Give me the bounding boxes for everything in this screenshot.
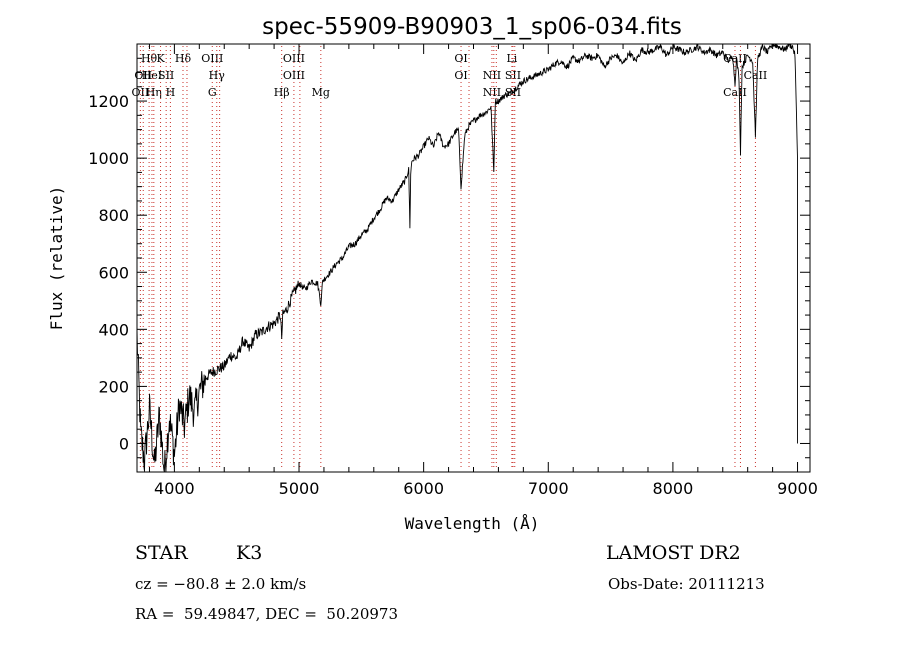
line-label-17-1: OI [454, 69, 467, 82]
redshift-readout: cz = −80.8 ± 2.0 km/s [135, 575, 307, 593]
line-label-14-1: OIII [283, 69, 305, 82]
line-label-10-0: OIII [201, 52, 223, 65]
line-label-22-0: Li [506, 52, 517, 65]
line-label-6-0: SII [158, 69, 174, 82]
x-tick-label: 7000 [528, 479, 569, 498]
coordinates-readout: RA = 59.49847, DEC = 50.20973 [135, 605, 399, 623]
plot-frame [136, 43, 811, 473]
y-tick-label: 1200 [88, 92, 129, 111]
object-class: STAR [135, 542, 188, 564]
y-axis-label: Flux (relative) [47, 186, 66, 331]
y-tick-label: 600 [98, 263, 129, 282]
line-label-14-0: OIII [283, 52, 305, 65]
line-label-23-0: SII [505, 69, 521, 82]
line-label-10-1: G [208, 86, 217, 99]
line-label-17-0: OI [454, 52, 467, 65]
x-axis-label: Wavelength (Å) [405, 514, 540, 533]
line-label-13-0: Hβ [274, 86, 290, 99]
line-label-19-1: NII [483, 86, 501, 99]
y-tick-label: 400 [98, 320, 129, 339]
line-label-7-0: H [166, 86, 176, 99]
line-label-0-0: OII [132, 86, 150, 99]
y-tick-label: 1000 [88, 149, 129, 168]
y-axis: 0 200 400 600 800 1000 1200 [88, 43, 810, 473]
x-axis: 4000 5000 6000 7000 8000 9000 [148, 44, 818, 498]
line-label-3-0: HeI [142, 69, 162, 82]
line-label-11-0: Hγ [209, 69, 226, 82]
line-label-5-0: K [156, 52, 165, 65]
chart-title: spec-55909-B90903_1_sp06-034.fits [262, 14, 682, 40]
survey-name: LAMOST DR2 [606, 542, 741, 564]
object-subclass: K3 [236, 542, 263, 564]
line-label-25-1: CaII [723, 86, 747, 99]
y-tick-label: 0 [119, 434, 129, 453]
x-tick-label: 6000 [403, 479, 444, 498]
line-label-4-0: Hη [146, 86, 162, 99]
spectrum-line [136, 43, 798, 473]
y-tick-label: 200 [98, 377, 129, 396]
line-label-27-0: CaII [744, 69, 768, 82]
x-tick-label: 5000 [279, 479, 320, 498]
y-tick-label: 800 [98, 206, 129, 225]
x-tick-label: 9000 [777, 479, 818, 498]
x-tick-label: 8000 [653, 479, 694, 498]
line-label-8-0: Hδ [175, 52, 192, 65]
line-label-2-0: Hθ [141, 52, 158, 65]
line-label-19-0: NII [483, 69, 501, 82]
x-tick-label: 4000 [154, 479, 195, 498]
line-label-16-0: Mg [312, 86, 330, 99]
spectrum-series [136, 43, 798, 473]
observation-date: Obs-Date: 20111213 [608, 575, 765, 593]
